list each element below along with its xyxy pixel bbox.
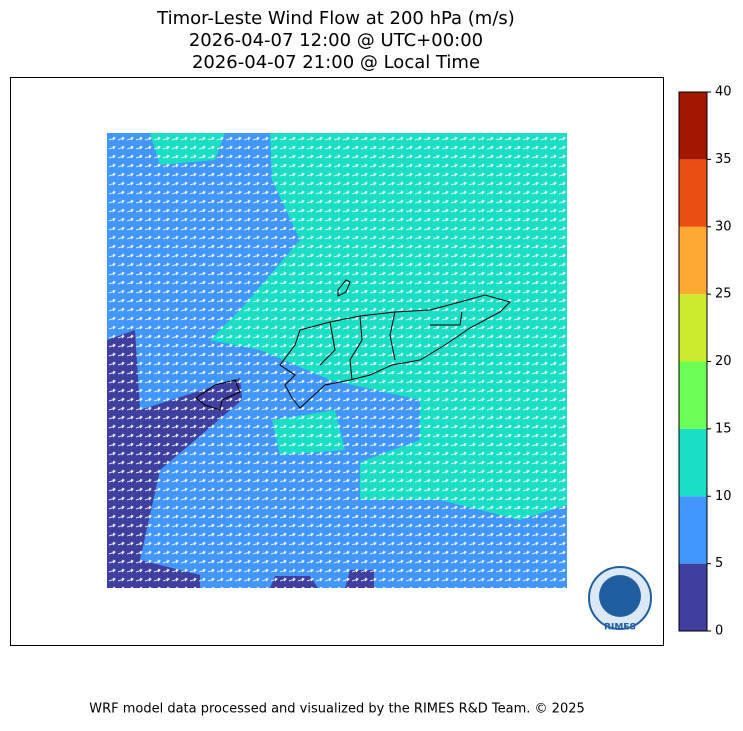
title-line: Timor-Leste Wind Flow at 200 hPa (m/s) xyxy=(156,8,515,29)
logo-text: RIMES xyxy=(604,623,636,633)
colorbar-bin xyxy=(679,563,707,631)
colorbar-bin xyxy=(679,496,707,564)
colorbar-tick-label: 40 xyxy=(715,85,732,100)
colorbar-bin xyxy=(679,294,707,362)
colorbar-tick-label: 10 xyxy=(715,489,732,504)
title-line: 2026-04-07 12:00 @ UTC+00:00 xyxy=(189,30,483,51)
colorbar-tick-label: 15 xyxy=(715,421,732,436)
colorbar-tick-label: 35 xyxy=(715,152,732,167)
title-line: 2026-04-07 21:00 @ Local Time xyxy=(192,52,480,73)
wind-field xyxy=(107,133,567,588)
logo: RIMES xyxy=(588,566,652,633)
colorbar-tick-label: 30 xyxy=(715,219,732,234)
coastline xyxy=(195,279,511,411)
wind-arrows xyxy=(107,133,567,588)
footer: WRF model data processed and visualized … xyxy=(89,702,585,717)
colorbar-tick-label: 5 xyxy=(715,556,723,571)
colorbar-bin xyxy=(679,428,707,497)
colorbar-bin xyxy=(679,159,707,227)
colorbar-bin xyxy=(679,92,707,160)
colorbar-tick-label: 25 xyxy=(715,287,732,302)
colorbar: 0 5 10 15 20 25 30 35 40 xyxy=(678,85,732,639)
colorbar-bin xyxy=(679,226,707,295)
colorbar-bin xyxy=(679,361,707,429)
colorbar-tick-label: 20 xyxy=(715,354,732,369)
colorbar-tick-label: 0 xyxy=(715,624,723,639)
